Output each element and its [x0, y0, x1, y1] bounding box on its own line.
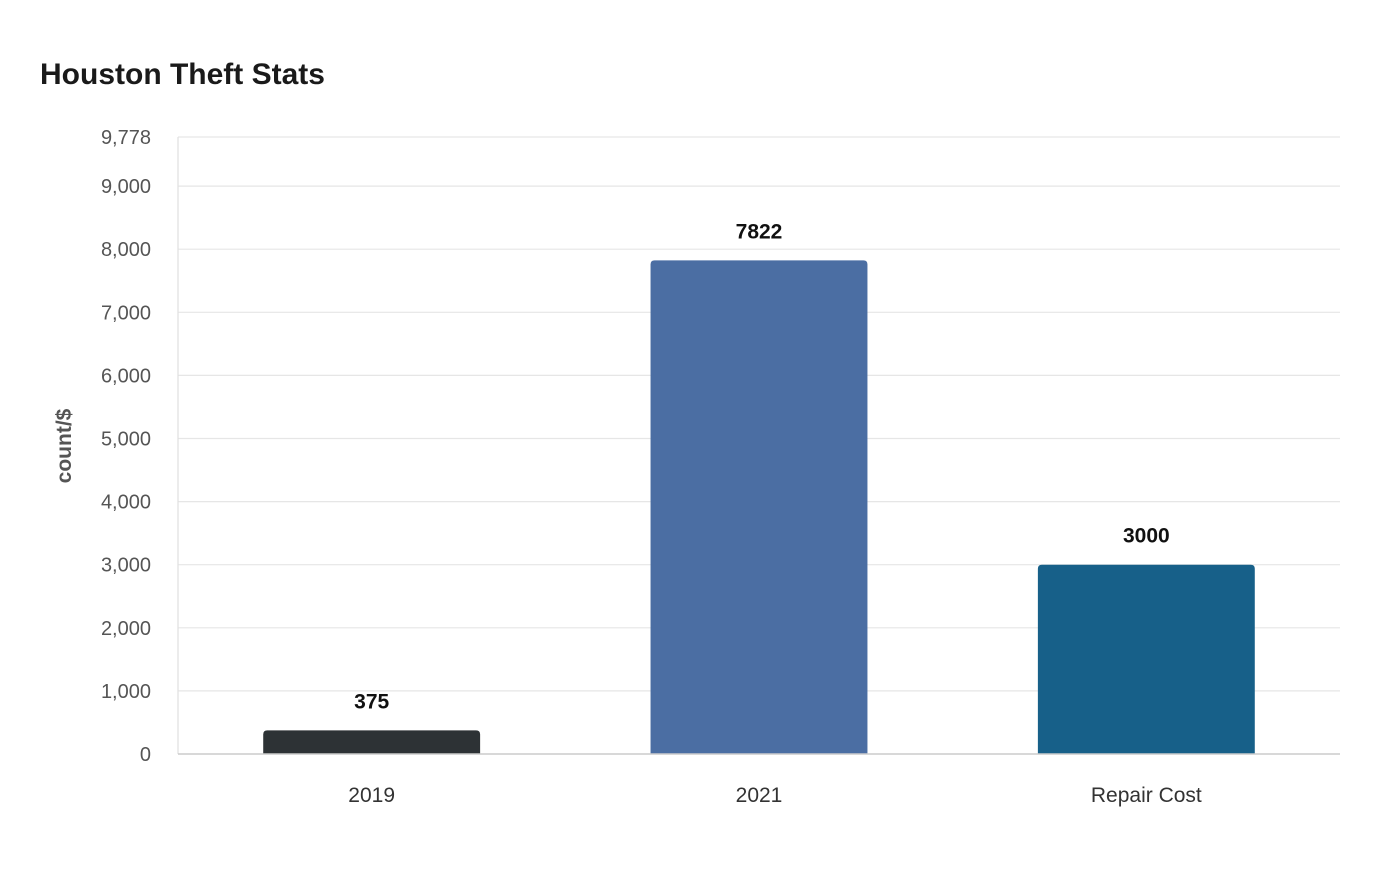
bar-2021: [650, 260, 868, 754]
x-category-label: Repair Cost: [1091, 784, 1202, 807]
x-category-label: 2021: [736, 784, 783, 807]
bars: [263, 260, 1255, 754]
y-tick-label: 7,000: [101, 302, 151, 324]
y-tick-label: 9,778: [101, 127, 151, 149]
x-axis-categories: 2019 2021 Repair Cost: [348, 784, 1202, 807]
bar-2019: [263, 730, 481, 754]
y-axis-title: count/$: [53, 408, 76, 483]
bar-repair-cost: [1037, 564, 1255, 754]
y-tick-label: 2,000: [101, 618, 151, 640]
data-labels: 375 7822 3000: [354, 220, 1170, 713]
data-label: 3000: [1123, 525, 1170, 548]
y-tick-label: 0: [140, 744, 151, 766]
y-tick-label: 6,000: [101, 365, 151, 387]
y-tick-label: 4,000: [101, 492, 151, 514]
y-tick-label: 9,000: [101, 176, 151, 198]
y-axis-ticks: 0 1,000 2,000 3,000 4,000 5,000 6,000 7,000 8,00…: [101, 127, 151, 766]
y-tick-label: 3,000: [101, 555, 151, 577]
y-tick-label: 1,000: [101, 681, 151, 703]
y-tick-label: 8,000: [101, 239, 151, 261]
x-category-label: 2019: [348, 784, 395, 807]
data-label: 375: [354, 690, 389, 713]
data-label: 7822: [736, 220, 783, 243]
chart-title: Houston Theft Stats: [40, 58, 325, 91]
axes: [177, 137, 1340, 755]
y-tick-label: 5,000: [101, 428, 151, 450]
